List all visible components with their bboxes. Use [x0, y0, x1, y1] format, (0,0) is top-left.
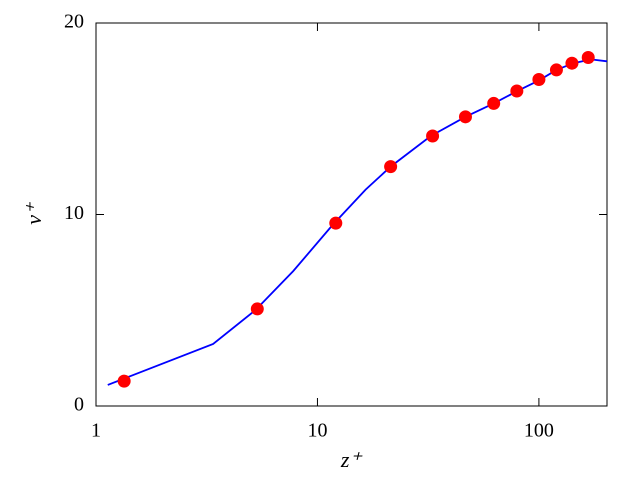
y-tick-label: 20	[64, 11, 84, 33]
data-point	[329, 216, 343, 230]
data-point	[458, 110, 472, 124]
data-point	[532, 72, 546, 86]
data-point	[510, 84, 524, 98]
data-point	[426, 129, 440, 143]
data-point	[549, 63, 563, 77]
y-tick-label: 10	[64, 202, 84, 224]
x-tick-label: 1	[91, 420, 101, 442]
data-point	[117, 374, 131, 388]
x-tick-label: 100	[524, 420, 554, 442]
x-axis-label: z⁺	[340, 447, 364, 472]
data-point	[250, 302, 264, 316]
data-line	[107, 58, 608, 386]
plot-frame	[95, 22, 608, 407]
y-axis-label: v⁺	[21, 201, 46, 225]
x-tick-label: 10	[307, 420, 327, 442]
data-point	[487, 96, 501, 110]
data-point	[384, 160, 398, 174]
data-point	[581, 50, 595, 64]
y-tick-label: 0	[74, 394, 84, 416]
data-point	[565, 56, 579, 70]
